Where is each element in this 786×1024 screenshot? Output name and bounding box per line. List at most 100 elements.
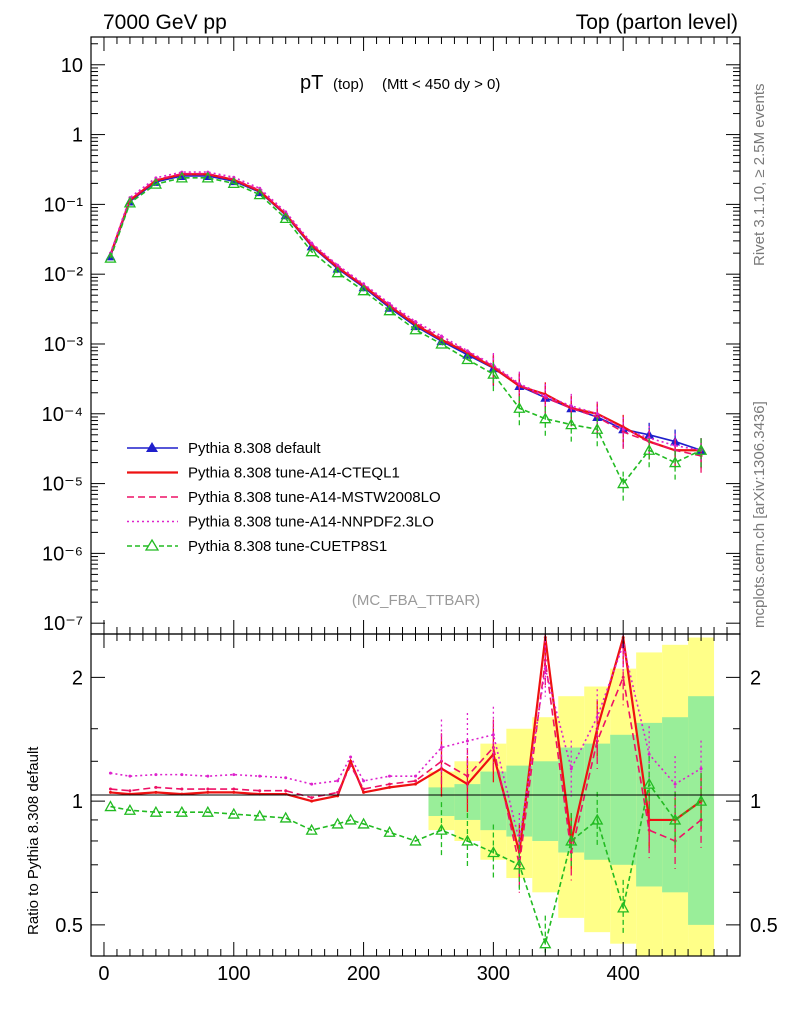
ratio-point	[362, 779, 366, 783]
ratio-point	[104, 800, 117, 812]
main-point	[201, 171, 214, 183]
ratio-point	[357, 817, 370, 829]
x-tick-label: 400	[606, 963, 639, 985]
ratio-point	[108, 790, 112, 794]
ratio-point	[388, 785, 392, 789]
ratio-point	[349, 764, 353, 768]
main-point	[565, 418, 578, 430]
main-point	[310, 241, 314, 245]
ratio-point	[694, 794, 708, 806]
ratio-ytick-label-right: 1	[750, 791, 761, 813]
ratio-point	[668, 813, 682, 825]
main-ytick-label: 1	[72, 125, 83, 147]
ratio-point	[310, 782, 314, 786]
ratio-point	[206, 787, 210, 791]
main-point	[621, 430, 625, 434]
ratio-point	[647, 828, 651, 832]
ratio-point	[310, 796, 314, 800]
ratio-point	[414, 779, 417, 783]
ratio-point	[331, 817, 344, 829]
main-point	[362, 282, 366, 286]
ratio-point	[344, 813, 357, 825]
analysis-label: (MC_FBA_TTBAR)	[352, 592, 480, 609]
ratio-band-green	[532, 761, 559, 841]
ratio-point	[539, 937, 552, 949]
main-ytick-label: 10⁻²	[44, 264, 84, 286]
main-point	[487, 367, 500, 379]
ratio-point	[388, 774, 392, 778]
main-point	[336, 263, 340, 267]
ratio-point	[595, 715, 599, 719]
main-point	[175, 171, 188, 183]
ratio-point	[336, 790, 340, 794]
ratio-point	[336, 779, 340, 783]
ratio-point	[305, 823, 318, 835]
ratio-point	[258, 789, 262, 793]
ratio-point	[180, 787, 184, 791]
ratio-point	[108, 787, 112, 791]
legend-marker	[144, 538, 160, 551]
plot-title-main: pT	[300, 72, 323, 94]
ratio-point	[232, 773, 236, 777]
ratio-point	[569, 767, 573, 771]
main-point	[569, 404, 573, 408]
main-point	[517, 382, 521, 386]
main-point	[104, 251, 117, 263]
ratio-point	[154, 773, 158, 777]
ratio-ytick-label: 1	[72, 791, 83, 813]
ratio-point	[543, 658, 547, 662]
mcplots-credit-text: mcplots.cern.ch [arXiv:1306.3436]	[751, 401, 768, 628]
legend-label: Pythia 8.308 tune-A14-NNPDF2.3LO	[188, 514, 434, 531]
ratio-ytick-label: 0.5	[55, 915, 83, 937]
main-point	[331, 266, 344, 278]
legend: Pythia 8.308 default Pythia 8.308 tune-A1…	[127, 440, 441, 555]
plot-title: pT (top) (Mtt < 450 dy > 0)	[300, 72, 500, 94]
main-point	[643, 443, 656, 455]
ratio-point	[591, 813, 604, 825]
main-point	[465, 349, 469, 353]
ratio-y-axis-label: Ratio to Pythia 8.308 default	[25, 746, 42, 935]
ratio-point	[414, 774, 417, 778]
ratio-point	[201, 805, 214, 817]
main-series-line	[109, 171, 702, 452]
main-ytick-label: 10	[61, 55, 83, 77]
rivet-version-text: Rivet 3.1.10, ≥ 2.5M events	[751, 84, 768, 267]
main-point	[591, 422, 604, 434]
ratio-point	[513, 858, 526, 870]
ratio-point	[232, 790, 236, 794]
main-point	[279, 212, 292, 224]
ratio-uncertainty-band	[428, 637, 715, 956]
ratio-point	[465, 739, 469, 743]
main-ytick-label: 10⁻⁷	[43, 613, 83, 635]
main-point	[569, 406, 573, 410]
main-series-line	[109, 172, 702, 457]
main-point	[284, 210, 288, 214]
legend-marker	[146, 442, 158, 452]
main-series-line	[109, 177, 702, 486]
main-point	[383, 304, 396, 316]
main-point	[673, 444, 677, 448]
ratio-point	[439, 746, 443, 750]
main-point	[617, 477, 630, 489]
main-point	[621, 427, 625, 431]
main-series-layer	[104, 170, 708, 502]
plot-title-sub2: (Mtt < 450 dy > 0)	[382, 76, 500, 93]
ratio-point	[569, 850, 573, 854]
ratio-point	[362, 787, 366, 791]
ratio-panel: 0.5 0.5 1 1 2 2 0 100 200 300 400	[55, 633, 778, 985]
ratio-series-layer	[104, 634, 708, 956]
ratio-point	[206, 774, 210, 778]
main-xticks	[90, 37, 728, 634]
ratio-point	[543, 667, 547, 671]
main-point	[253, 188, 266, 200]
ratio-point	[232, 787, 236, 791]
ratio-point	[461, 834, 474, 846]
ratio-point	[699, 818, 703, 822]
ratio-point	[383, 825, 396, 837]
ratio-point	[388, 782, 392, 786]
main-panel: 10 1 10⁻¹ 10⁻² 10⁻³ 10⁻⁴ 10⁻⁵ 10⁻⁶ 10⁻⁷	[42, 36, 741, 635]
ratio-point	[362, 790, 366, 794]
ratio-point	[621, 675, 625, 679]
ratio-point	[128, 789, 132, 793]
ratio-point	[349, 755, 353, 759]
